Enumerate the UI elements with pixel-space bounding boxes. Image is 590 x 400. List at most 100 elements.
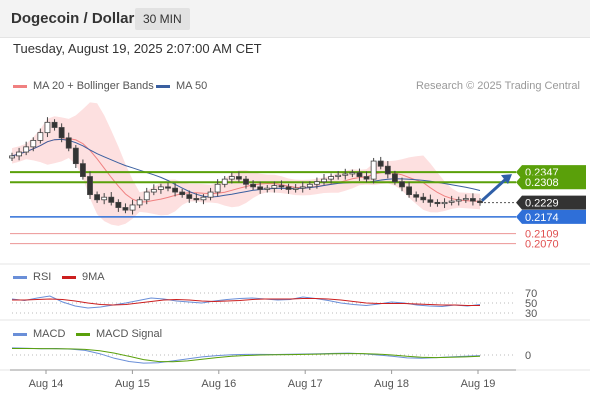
x-tick-label-1: Aug 15 bbox=[115, 378, 150, 390]
candle-body-61 bbox=[441, 201, 448, 205]
candle-body-6 bbox=[51, 121, 58, 128]
candle-body-44 bbox=[321, 178, 327, 183]
candle-body-14 bbox=[108, 196, 115, 203]
macd-swatch bbox=[13, 332, 27, 336]
legend-rsi: RSI bbox=[13, 271, 51, 283]
ma20-label: MA 20 + Bollinger Bands bbox=[33, 80, 154, 92]
candle-body-25 bbox=[186, 194, 193, 199]
candle-body-15 bbox=[115, 201, 122, 208]
candle-body-51 bbox=[370, 160, 377, 180]
candle-body-37 bbox=[271, 185, 278, 189]
bollinger-band-fill bbox=[12, 102, 480, 226]
candle-body-20 bbox=[150, 189, 157, 193]
candle-body-3 bbox=[30, 139, 37, 148]
legend-ma20: MA 20 + Bollinger Bands bbox=[13, 80, 154, 92]
candle-body-43 bbox=[314, 181, 320, 185]
rsi-swatch bbox=[13, 275, 27, 279]
candle-body-45 bbox=[328, 176, 334, 180]
candle-body-23 bbox=[172, 187, 178, 193]
rsi-label: RSI bbox=[33, 271, 52, 283]
candle-body-34 bbox=[250, 183, 256, 188]
support-1-label-box bbox=[516, 209, 586, 224]
candle-body-1 bbox=[16, 151, 22, 157]
macd-zero-label: 0 bbox=[525, 350, 531, 362]
candle-body-42 bbox=[306, 183, 313, 188]
ma50-label: MA 50 bbox=[176, 80, 208, 92]
x-tick-label-5: Aug 19 bbox=[461, 378, 496, 390]
candle-body-11 bbox=[87, 176, 93, 196]
candle-body-0 bbox=[9, 155, 15, 159]
candle-body-19 bbox=[143, 191, 150, 201]
macd-label: MACD bbox=[33, 328, 66, 340]
resistance-2-label-box bbox=[516, 175, 586, 190]
candle-body-26 bbox=[193, 198, 200, 201]
candle-body-47 bbox=[342, 173, 349, 176]
candle-body-59 bbox=[427, 199, 434, 203]
timestamp: Tuesday, August 19, 2025 2:07:00 AM CET bbox=[13, 41, 262, 56]
macd-signal-label: MACD Signal bbox=[96, 328, 163, 340]
candle-body-7 bbox=[58, 127, 65, 139]
x-tick-label-3: Aug 17 bbox=[288, 378, 323, 390]
candle-body-62 bbox=[448, 200, 455, 203]
candle-body-66 bbox=[477, 200, 483, 204]
chart-header: Dogecoin / Dollar 30 MIN bbox=[0, 0, 590, 38]
candle-body-32 bbox=[236, 176, 242, 180]
last-price-label-box bbox=[516, 195, 586, 210]
ma20-swatch bbox=[13, 84, 27, 88]
rsi9ma-label: 9MA bbox=[82, 271, 105, 283]
candle-body-52 bbox=[377, 160, 384, 167]
rsi9ma-swatch bbox=[62, 275, 76, 279]
candle-body-13 bbox=[101, 196, 108, 201]
macd-signal-swatch bbox=[76, 332, 90, 336]
candle-body-39 bbox=[285, 186, 292, 190]
candle-body-22 bbox=[165, 186, 171, 189]
candle-body-63 bbox=[455, 199, 462, 202]
resistance-2-label: 0.2308 bbox=[525, 177, 559, 189]
candle-body-40 bbox=[292, 187, 299, 190]
legend-ma50: MA 50 bbox=[156, 80, 207, 92]
instrument-title: Dogecoin / Dollar bbox=[11, 10, 135, 27]
candle-body-50 bbox=[363, 176, 370, 180]
target-1-label: 0.2109 bbox=[525, 229, 559, 241]
macd-line bbox=[11, 347, 481, 364]
candle-body-48 bbox=[349, 172, 356, 175]
candle-body-28 bbox=[207, 191, 214, 198]
candle-body-65 bbox=[470, 198, 476, 202]
last-price-label: 0.2229 bbox=[525, 198, 559, 210]
timeframe-badge[interactable]: 30 MIN bbox=[135, 8, 190, 30]
candle-body-53 bbox=[384, 165, 391, 175]
candle-body-12 bbox=[94, 194, 100, 201]
candle-body-33 bbox=[243, 178, 249, 185]
candle-body-46 bbox=[335, 174, 342, 177]
candle-body-5 bbox=[44, 121, 51, 134]
candle-body-21 bbox=[158, 186, 164, 190]
x-tick-label-4: Aug 18 bbox=[374, 378, 409, 390]
legend-rsi9ma: 9MA bbox=[62, 271, 105, 283]
candle-body-49 bbox=[356, 172, 363, 177]
candle-body-36 bbox=[264, 187, 271, 190]
candle-body-16 bbox=[122, 207, 129, 211]
candle-body-38 bbox=[278, 185, 285, 188]
candle-body-9 bbox=[72, 147, 79, 165]
candle-body-30 bbox=[221, 178, 228, 185]
forecast-arrow-head bbox=[501, 174, 512, 185]
macd-signal-line bbox=[12, 348, 481, 363]
candle-body-31 bbox=[228, 176, 235, 180]
candle-body-55 bbox=[399, 181, 405, 188]
candle-body-10 bbox=[80, 163, 86, 177]
credit-text: Research © 2025 Trading Central bbox=[415, 80, 580, 92]
candle-body-54 bbox=[392, 173, 398, 183]
rsi-level-label-0: 70 bbox=[525, 288, 537, 300]
rsi-level-label-1: 50 bbox=[525, 298, 537, 310]
candle-body-41 bbox=[299, 186, 306, 189]
ma50-swatch bbox=[156, 84, 170, 88]
x-tick-label-2: Aug 16 bbox=[201, 378, 236, 390]
rsi-9ma-line bbox=[12, 298, 480, 306]
support-1-label: 0.2174 bbox=[525, 212, 559, 224]
legend-macd-signal: MACD Signal bbox=[76, 328, 162, 340]
candle-body-18 bbox=[136, 199, 143, 206]
candle-body-35 bbox=[257, 186, 264, 190]
candle-body-2 bbox=[23, 146, 30, 153]
x-tick-label-0: Aug 14 bbox=[29, 378, 64, 390]
